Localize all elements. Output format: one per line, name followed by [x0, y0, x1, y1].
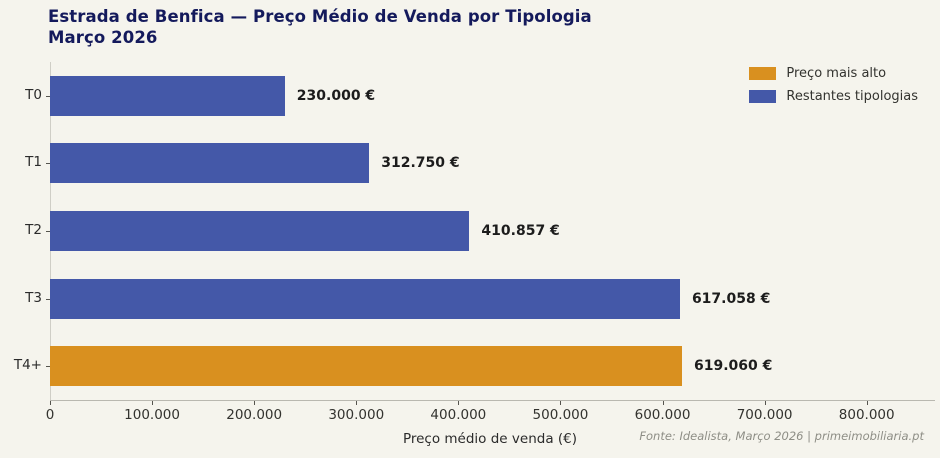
- bar-T4+: [50, 346, 682, 387]
- bar-value-label: 230.000 €: [296, 87, 376, 104]
- y-axis-tick: [46, 366, 50, 368]
- x-tick-label: 300.000: [328, 407, 385, 423]
- x-axis-tick: [458, 401, 460, 405]
- category-label: T0: [25, 86, 42, 103]
- bar-T1: [50, 143, 370, 184]
- category-label: T1: [25, 154, 42, 171]
- bar-value-label: 312.750 €: [381, 155, 460, 172]
- x-tick-label: 200.000: [226, 407, 283, 423]
- bar-T2: [50, 211, 470, 251]
- x-axis-tick: [662, 401, 664, 405]
- legend-label: Restantes tipologias: [786, 89, 918, 104]
- x-axis-line: [50, 400, 935, 401]
- source-note: Fonte: Idealista, Março 2026 | primeimob…: [639, 429, 924, 443]
- bar-value-label: 619.060 €: [693, 358, 773, 375]
- legend-item: Restantes tipologias: [749, 89, 918, 104]
- chart-title-line1: Estrada de Benfica — Preço Médio de Vend…: [48, 7, 592, 26]
- bar-value-label: 410.857 €: [481, 223, 560, 239]
- category-label: T4+: [13, 357, 42, 374]
- y-axis-tick: [46, 298, 50, 300]
- category-label: T3: [25, 289, 42, 306]
- y-axis-tick: [46, 231, 50, 232]
- x-tick-label: 600.000: [634, 407, 691, 423]
- y-axis-tick: [46, 163, 50, 165]
- legend-item: Preço mais alto: [749, 66, 918, 81]
- x-axis-tick: [254, 401, 256, 405]
- legend-label: Preço mais alto: [786, 66, 887, 81]
- x-tick-label: 800.000: [838, 407, 895, 423]
- x-tick-label: 500.000: [532, 407, 589, 423]
- bar-value-label: 617.058 €: [691, 290, 771, 307]
- x-axis-tick: [50, 401, 51, 405]
- legend-swatch: [749, 90, 777, 103]
- legend: Preço mais alto Restantes tipologias: [749, 66, 918, 104]
- x-axis-tick: [152, 401, 154, 405]
- legend-swatch: [749, 67, 777, 80]
- y-axis-tick: [46, 95, 50, 97]
- chart-title: Estrada de Benfica — Preço Médio de Vend…: [48, 6, 592, 48]
- x-tick-label: 700.000: [736, 407, 793, 423]
- x-tick-label: 400.000: [430, 407, 487, 423]
- chart-title-line2: Março 2026: [48, 28, 158, 47]
- x-tick-label: 100.000: [124, 407, 180, 423]
- bar-T0: [50, 75, 285, 116]
- category-label: T2: [25, 222, 42, 238]
- x-axis-tick: [866, 401, 868, 405]
- bar-T3: [50, 278, 680, 319]
- x-axis-tick: [356, 401, 358, 405]
- x-axis-tick: [560, 401, 562, 405]
- x-axis-tick: [764, 401, 766, 405]
- x-tick-label: 0: [45, 407, 55, 423]
- x-axis-title: Preço médio de venda (€): [402, 431, 578, 447]
